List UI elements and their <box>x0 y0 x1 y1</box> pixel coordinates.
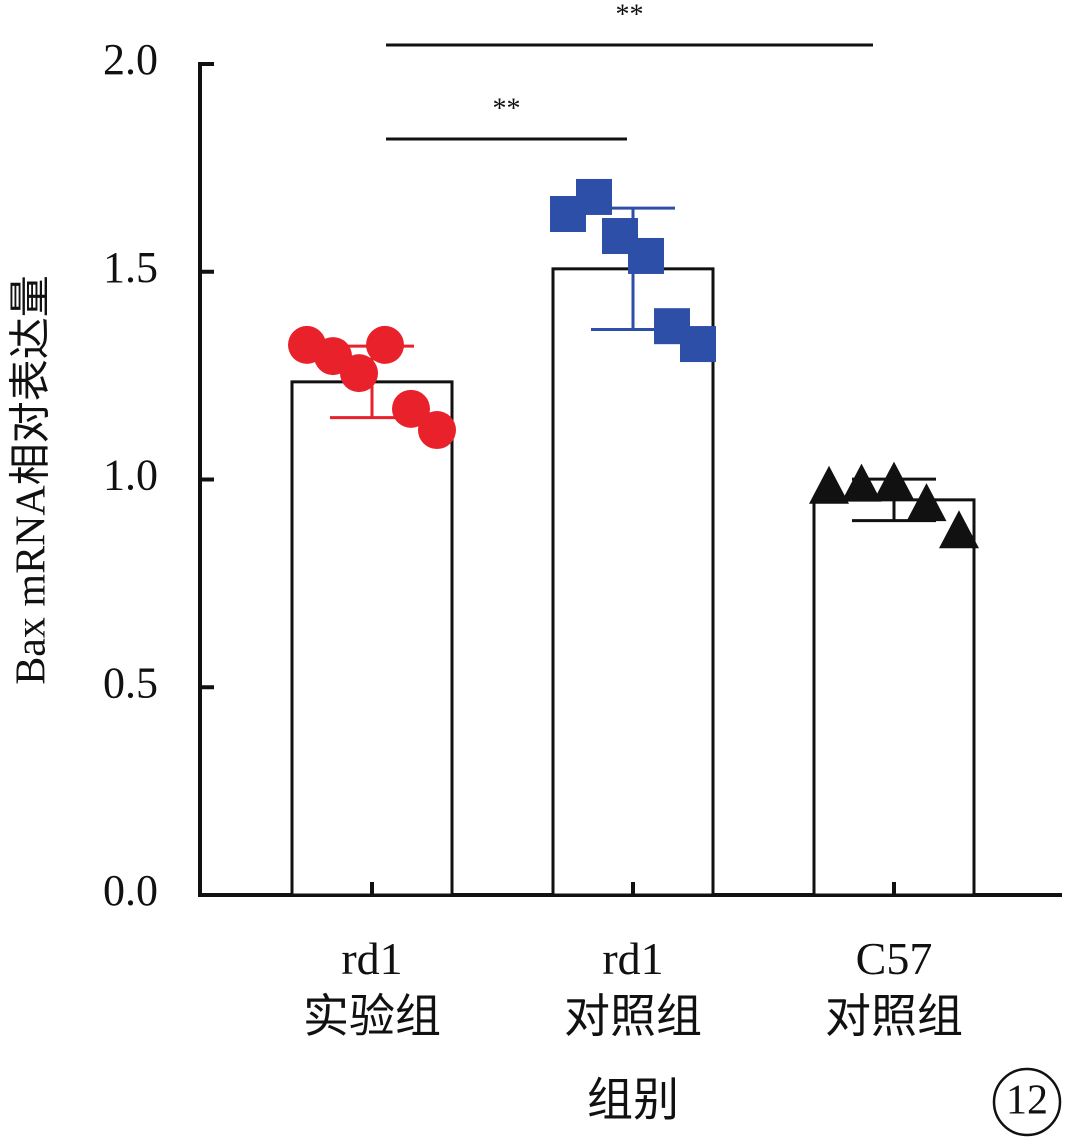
y-tick-label: 0.0 <box>103 866 158 915</box>
data-point <box>628 237 664 274</box>
data-point <box>576 178 612 215</box>
y-tick-label: 0.5 <box>103 658 158 707</box>
y-tick-label: 1.0 <box>103 451 158 500</box>
bar <box>290 380 454 897</box>
data-point <box>340 354 378 393</box>
x-tick-label: rd1 对照组 <box>564 933 702 1042</box>
data-point <box>680 326 716 363</box>
bar <box>551 267 715 897</box>
x-axis-label: 组别 <box>587 1075 679 1126</box>
data-point <box>392 389 430 428</box>
significance-label: ** <box>493 93 521 124</box>
y-tick-label: 2.0 <box>103 35 158 84</box>
data-point <box>418 411 456 450</box>
x-tick-label: C57 对照组 <box>825 933 963 1042</box>
bar <box>812 498 976 897</box>
data-point <box>939 510 979 549</box>
x-tick-label: rd1 实验组 <box>303 933 441 1042</box>
y-axis-label: Bax mRNA相对表达量 <box>9 275 55 685</box>
data-point <box>366 325 404 364</box>
y-tick-label: 1.5 <box>103 243 158 292</box>
data-point <box>874 461 914 500</box>
data-point <box>841 463 882 502</box>
panel-label: 12 <box>1006 1078 1048 1124</box>
data-point <box>906 483 947 522</box>
data-point <box>809 465 849 504</box>
significance-label: ** <box>616 0 644 30</box>
panel-badge <box>992 1067 1062 1137</box>
